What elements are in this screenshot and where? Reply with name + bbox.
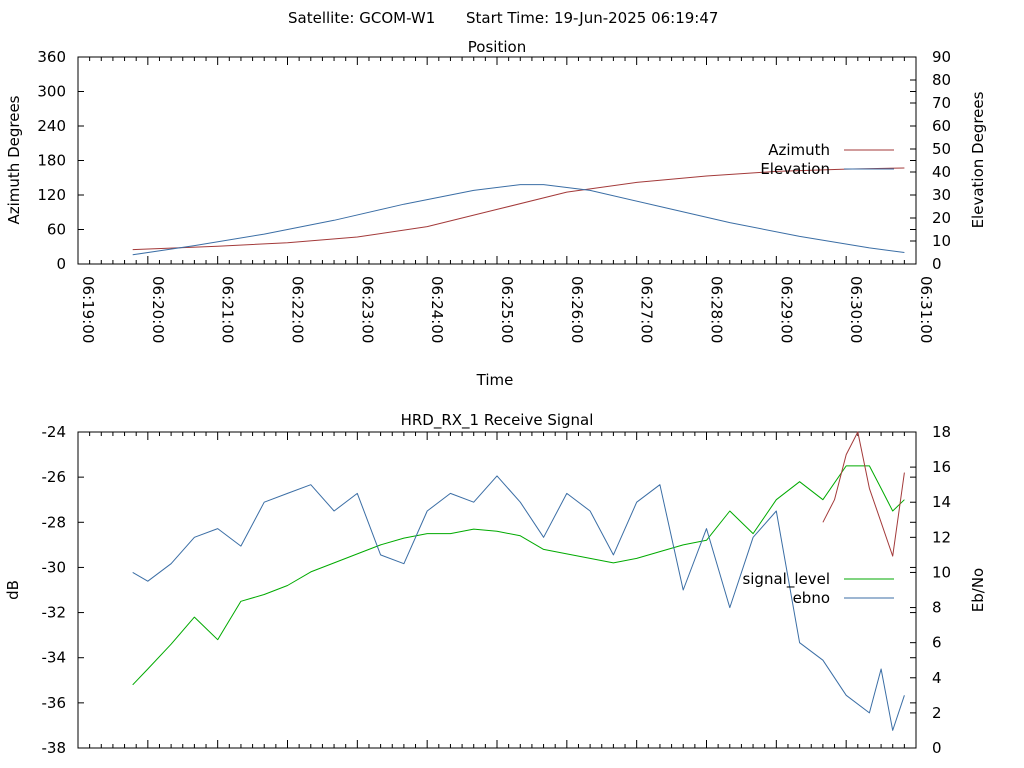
position-y2-axis-label: Elevation Degrees: [969, 91, 987, 228]
receive-signal-series-line-signal_level: [132, 465, 905, 686]
receive-signal-y2-tick-label: 18: [932, 423, 951, 441]
position-y-tick-label: 0: [56, 255, 66, 273]
receive-signal-y2-tick-label: 12: [932, 528, 951, 546]
satellite-label: Satellite: GCOM-W1: [288, 9, 435, 27]
position-y-tick-label: 120: [37, 186, 66, 204]
receive-signal-legend-label: ebno: [793, 589, 830, 607]
receive-signal-y-tick-label: -36: [42, 694, 67, 712]
position-y-tick-label: 300: [37, 83, 66, 101]
position-chart-title: Position: [468, 38, 526, 56]
position-y2-tick-label: 30: [932, 186, 951, 204]
receive-signal-y-tick-label: -30: [42, 558, 67, 576]
position-x-tick-label: 06:24:00: [428, 276, 446, 343]
start-time-label: Start Time: 19-Jun-2025 06:19:47: [466, 9, 718, 27]
position-x-tick-label: 06:23:00: [358, 276, 376, 343]
position-x-tick-label: 06:26:00: [568, 276, 586, 343]
position-y2-tick-label: 20: [932, 209, 951, 227]
position-y2-tick-label: 40: [932, 163, 951, 181]
position-y-axis-label: Azimuth Degrees: [5, 95, 23, 224]
receive-signal-legend-label: signal_level: [742, 570, 830, 589]
position-y-tick-label: 180: [37, 152, 66, 170]
position-y-tick-label: 360: [37, 48, 66, 66]
receive-signal-chart: HRD_RX_1 Receive Signal dB Eb/No -24 -26 -…: [4, 411, 987, 757]
position-x-tick-label: 06:22:00: [289, 276, 307, 343]
receive-signal-y2-tick-label: 8: [932, 599, 942, 617]
position-x-tick-label: 06:28:00: [708, 276, 726, 343]
position-x-tick-label: 06:31:00: [917, 276, 935, 343]
receive-signal-series-line-unnamed-2: [822, 431, 905, 557]
receive-signal-y-tick-label: -24: [42, 423, 67, 441]
receive-signal-y-axis-label: dB: [4, 580, 22, 600]
position-series-line-Elevation: [132, 184, 905, 256]
receive-signal-y-tick-label: -32: [42, 604, 67, 622]
position-chart: Position Azimuth Degrees Elevation Degre…: [5, 38, 987, 389]
receive-signal-y2-axis-label: Eb/No: [969, 568, 987, 612]
receive-signal-y-tick-label: -26: [42, 468, 67, 486]
receive-signal-y2-tick-label: 16: [932, 458, 951, 476]
position-legend-label: Elevation: [760, 160, 830, 178]
receive-signal-y2-tick-label: 0: [932, 739, 942, 757]
position-x-tick-label: 06:29:00: [777, 276, 795, 343]
position-x-tick-label: 06:30:00: [847, 276, 865, 343]
receive-signal-y2-tick-label: 10: [932, 563, 951, 581]
position-x-axis-label: Time: [476, 371, 514, 389]
position-y-tick-label: 240: [37, 117, 66, 135]
position-y2-tick-label: 90: [932, 48, 951, 66]
position-y2-tick-label: 10: [932, 232, 951, 250]
receive-signal-series-line-ebno: [132, 475, 905, 731]
receive-signal-y2-tick-label: 4: [932, 669, 942, 687]
position-x-tick-label: 06:27:00: [638, 276, 656, 343]
position-y2-tick-label: 70: [932, 94, 951, 112]
position-x-tick-label: 06:20:00: [149, 276, 167, 343]
position-x-tick-label: 06:21:00: [219, 276, 237, 343]
receive-signal-y2-tick-label: 14: [932, 493, 951, 511]
position-y2-tick-label: 60: [932, 117, 951, 135]
position-legend-label: Azimuth: [768, 141, 830, 159]
position-x-tick-label: 06:25:00: [498, 276, 516, 343]
receive-signal-y2-tick-label: 2: [932, 704, 942, 722]
receive-signal-y-tick-label: -28: [42, 513, 67, 531]
position-y2-tick-label: 80: [932, 71, 951, 89]
position-x-tick-label: 06:19:00: [79, 276, 97, 343]
position-y-tick-label: 60: [47, 221, 66, 239]
position-y2-tick-label: 0: [932, 255, 942, 273]
receive-signal-y2-tick-label: 6: [932, 634, 942, 652]
receive-signal-y-tick-label: -38: [42, 739, 67, 757]
position-series-line-Azimuth: [132, 167, 905, 251]
receive-signal-y-tick-label: -34: [42, 649, 67, 667]
receive-signal-chart-title: HRD_RX_1 Receive Signal: [401, 411, 594, 430]
position-y2-tick-label: 50: [932, 140, 951, 158]
